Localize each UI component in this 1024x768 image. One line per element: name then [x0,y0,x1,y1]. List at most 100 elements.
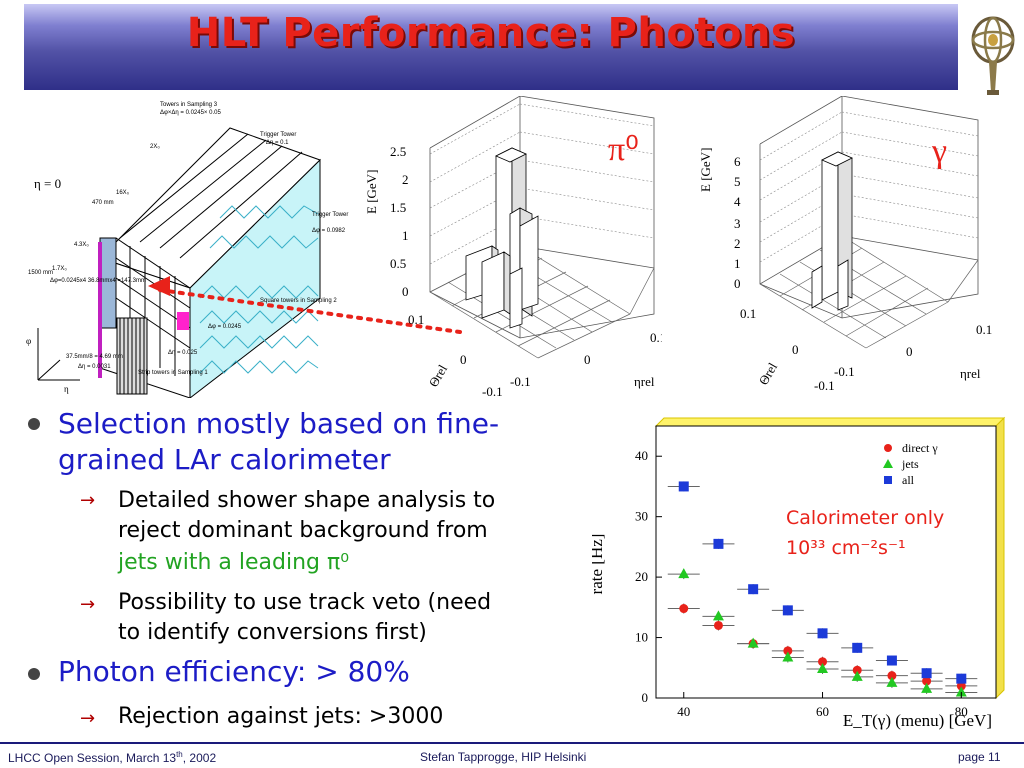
data-point-direct-gamma [922,676,932,686]
pi0-ztick: 1 [402,228,409,243]
trigger-side-label: Trigger Tower [312,212,348,218]
dphi-0245-label: Δφ = 0.0245 [208,324,242,330]
gamma-ztick: 6 [734,154,741,169]
towers-s3-dim: Δφ×Δη = 0.0245× 0.05 [160,110,221,116]
data-point-all [852,642,863,653]
data-point-all [886,655,897,666]
legend-label: direct γ [902,441,938,455]
gamma-ztick: 0 [734,276,741,291]
data-point-jets [712,610,724,621]
data-point-direct-gamma [956,681,966,691]
pi0-theta-tick: -0.1 [482,384,503,399]
pi0-theta-label: Θrel [426,362,451,390]
x43-label: 4.3X₀ [74,242,89,248]
deta-025-label: Δη = 0.025 [168,350,198,356]
sub-arrow-icon: → [80,490,96,511]
bullet-1-line-1: Selection mostly based on fine- [58,407,500,440]
x-tick-label: 40 [677,704,690,719]
gamma-ylabel: E [GeV] [698,148,713,192]
gamma-theta-tick: 0 [792,342,799,357]
data-point-direct-gamma [713,620,723,630]
sub-1-line-2: reject dominant background from [118,518,488,543]
footer-left-end: , 2002 [182,751,217,765]
sub-3-line-1: Rejection against jets: >3000 [118,704,444,729]
data-point-all [817,628,828,639]
trigger-top-label: Trigger Tower [260,132,296,138]
phi-axis-label: φ [26,336,31,346]
trigger-side-dphi: Δφ = 0.0982 [312,228,346,234]
data-point-all [713,538,724,549]
gamma-eta-label: ηrel [960,366,981,381]
dotted-arrow [158,288,462,334]
gamma-eta-tick: 0.1 [976,322,992,337]
eta-zero-label: η = 0 [34,176,61,191]
data-point-jets [782,651,794,662]
data-point-jets [678,568,690,579]
gamma-ztick: 5 [734,174,741,189]
square-towers-label: Square towers in Sampling 2 [260,298,337,304]
slide-title: HLT Performance: Photons [186,10,796,56]
data-point-jets [851,670,863,681]
cell-highlight [177,312,189,330]
gamma-ztick: 2 [734,236,741,251]
pi0-ztick: 2.5 [390,144,406,159]
pi0-eta-label: ηrel [634,374,655,389]
gamma-eta-tick: 0 [906,344,913,359]
sub-1-line-3: jets with a leading π⁰ [118,550,350,575]
gamma-theta-tick: 0.1 [740,306,756,321]
pi0-eta-tick: 0.1 [650,330,662,345]
footer-left-sup: th [176,750,183,759]
data-point-direct-gamma [679,604,689,614]
pi0-ztick: 0 [402,284,409,299]
data-point-direct-gamma [852,665,862,675]
title-bar [24,4,958,90]
x2-label: 2X₀ [150,144,160,150]
data-point-all [782,605,793,616]
gamma-symbol: γ [931,133,947,170]
pi0-ztick: 2 [402,172,409,187]
footer-left: LHCC Open Session, March 13th, 2002 [8,750,216,765]
data-point-all [956,673,967,684]
y-tick-label: 30 [635,509,648,524]
legend-marker [884,444,892,452]
calorimeter-diagram: η = 0 Towers in Sampling 3 Δφ×Δη = 0.024… [26,102,348,398]
pi0-eta-tick: -0.1 [510,374,531,389]
data-point-direct-gamma [783,646,793,656]
x16-label: 16X₀ [116,190,130,196]
legend-label: all [902,473,915,487]
bullet-dot [28,418,40,430]
strip-towers-label: Strip towers in Sampling 1 [138,370,208,376]
cell-dims-label: Δφ=0.0245x4 36.8mmx4 =147.3mm [50,278,146,284]
sub-1-line-1: Detailed shower shape analysis to [118,488,496,513]
chart-annotation-2: 10³³ cm⁻²s⁻¹ [786,537,906,559]
y-tick-label: 20 [635,569,648,584]
footer-left-text: LHCC Open Session, March 13 [8,751,177,765]
gamma-ztick: 3 [734,216,741,231]
sub-2-line-1: Possibility to use track veto (need [118,590,492,615]
pi0-eta-tick: 0 [584,352,591,367]
y-tick-label: 40 [635,448,648,463]
data-point-jets [921,682,933,693]
lego-plot-pi0: 2.5 2 1.5 1 0.5 0 E [GeV] π⁰ 0.1 0 -0.1 … [364,96,662,399]
data-point-direct-gamma [818,657,828,667]
footer-center: Stefan Tapprogge, HIP Helsinki [420,750,587,764]
gamma-ztick: 1 [734,256,741,271]
x-tick-label: 60 [816,704,829,719]
pi0-symbol: π⁰ [608,131,639,168]
legend-marker [884,476,892,484]
y-tick-label: 0 [642,690,649,705]
legend-marker [883,459,893,468]
data-point-jets [747,637,759,648]
chart-ylabel: rate [Hz] [592,534,606,595]
footer-page: page 11 [958,750,1001,764]
data-point-all [921,668,932,679]
sub-2-line-2: to identify conversions first) [118,620,427,645]
bullet-dot [28,668,40,680]
pi0-ztick: 0.5 [390,256,406,271]
pi0-ztick: 1.5 [390,200,406,215]
data-point-jets [886,676,898,687]
atlas-logo [971,16,1015,95]
gamma-theta-label: Θrel [756,360,781,388]
bullet-2-line-1: Photon efficiency: > 80% [58,655,410,688]
data-point-direct-gamma [887,671,897,681]
